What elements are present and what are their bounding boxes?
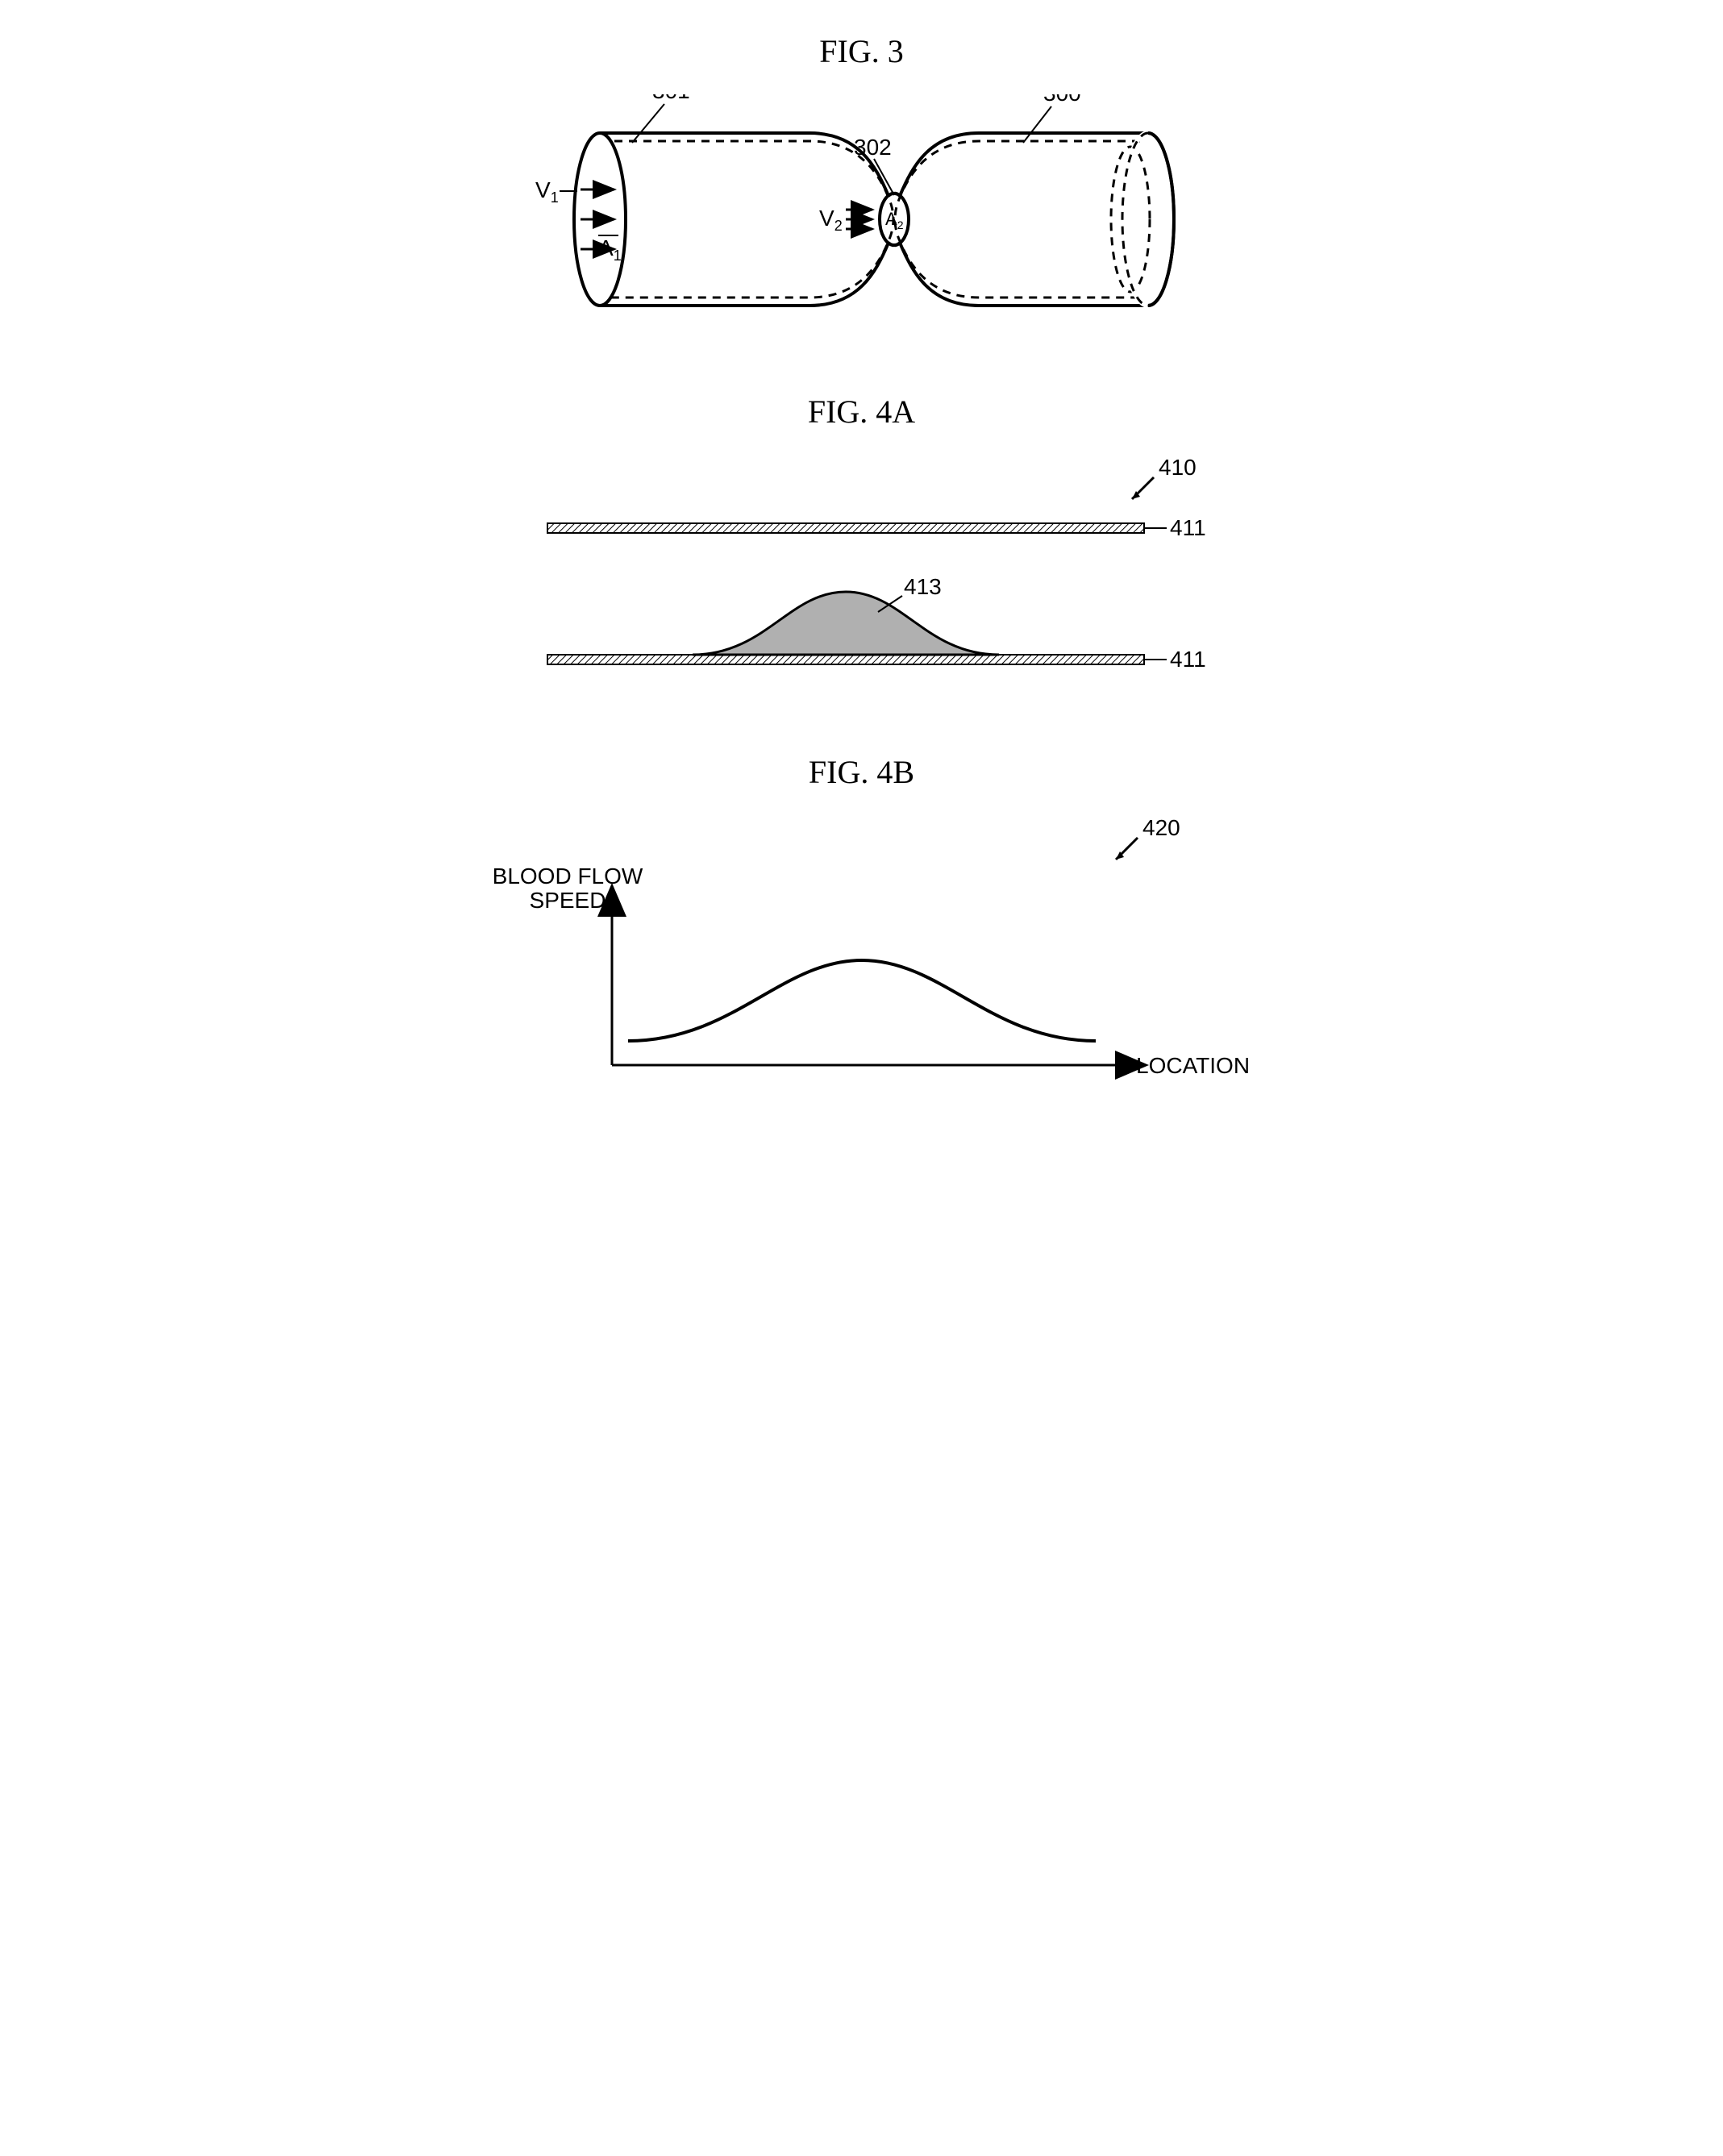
label-302: 302: [854, 135, 892, 160]
vessel-wall-top: [547, 523, 1144, 533]
label-v2: V2: [819, 206, 843, 234]
flow-arrows-neck: [846, 210, 872, 229]
figure-4b-title: FIG. 4B: [475, 753, 1249, 791]
label-413: 413: [904, 574, 942, 599]
figure-4a-svg: 410 411 413 411: [475, 455, 1249, 713]
figure-4a: FIG. 4A 410 411: [475, 393, 1249, 713]
y-axis-label-1: BLOOD FLOW: [492, 864, 643, 889]
vessel-wall-bottom: [547, 655, 1144, 664]
label-410: 410: [1159, 455, 1197, 480]
label-301: 301: [652, 94, 690, 103]
flow-speed-curve: [628, 960, 1096, 1041]
label-411-bottom: 411: [1170, 647, 1206, 672]
label-420: 420: [1142, 815, 1180, 840]
label-300: 300: [1043, 94, 1081, 106]
x-axis-label: LOCATION: [1136, 1053, 1249, 1078]
figure-4b-svg: 420 BLOOD FLOW SPEED LOCATION: [475, 815, 1249, 1105]
figure-4b: FIG. 4B 420 BLOOD FLOW SPEED LOCATION: [475, 753, 1249, 1105]
figure-3-title: FIG. 3: [475, 32, 1249, 70]
label-v1: V1: [535, 177, 559, 206]
label-a2: A2: [885, 209, 904, 231]
figure-3: FIG. 3: [475, 32, 1249, 352]
indicator-420: 420: [1116, 815, 1180, 859]
y-axis-label-2: SPEED: [529, 888, 606, 913]
label-411-top: 411: [1170, 515, 1206, 540]
figure-4a-title: FIG. 4A: [475, 393, 1249, 431]
figure-3-svg: 301 300 302 V1 A1 V2 A2: [475, 94, 1249, 352]
indicator-410: 410: [1132, 455, 1197, 499]
